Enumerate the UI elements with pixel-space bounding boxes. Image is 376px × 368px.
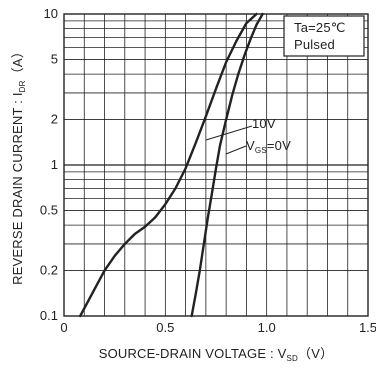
leader-line-vgs0 xyxy=(225,145,247,155)
plot-frame xyxy=(63,13,369,317)
x-tick-label: 0.5 xyxy=(156,320,174,335)
y-axis-label-main: REVERSE DRAIN CURRENT : I xyxy=(10,92,25,285)
legend-line-1: Ta=25℃ xyxy=(294,20,346,35)
tick-labels: 0 0.5 1.0 1.5 0.1 0.2 0.5 1 2 5 10 xyxy=(40,6,376,335)
series-label-vgs0-main: V xyxy=(246,138,255,153)
x-axis-label-unit: （V） xyxy=(298,346,333,361)
x-tick-label: 1.0 xyxy=(258,320,276,335)
leader-line-10v xyxy=(205,125,253,141)
series-line-vgs0 xyxy=(190,12,264,318)
y-tick-label: 10 xyxy=(44,6,58,21)
legend-box: Ta=25℃ Pulsed xyxy=(283,15,365,57)
x-tick-label: 0 xyxy=(60,320,67,335)
series-label-vgs0-tail: =0V xyxy=(267,138,291,153)
series-label-10v: 10V xyxy=(252,116,276,131)
y-tick-label: 0.5 xyxy=(40,202,58,217)
y-tick-label: 0.1 xyxy=(40,308,58,323)
series-layer xyxy=(79,12,264,318)
legend-frame xyxy=(283,15,365,57)
y-tick-label: 5 xyxy=(51,51,58,66)
series-label-10v-main: 10V xyxy=(252,116,276,131)
series-label-vgs0: VGS=0V xyxy=(246,138,291,155)
y-axis-label: REVERSE DRAIN CURRENT : IDR（A） xyxy=(10,45,27,285)
x-tick-label: 1.5 xyxy=(359,320,376,335)
x-axis-label: SOURCE-DRAIN VOLTAGE : VSD（V） xyxy=(99,346,334,363)
y-tick-label: 2 xyxy=(51,112,58,127)
series-line-10v xyxy=(79,12,258,318)
y-tick-label: 1 xyxy=(51,157,58,172)
x-axis-label-sub: SD xyxy=(287,354,299,363)
series-label-vgs0-sub: GS xyxy=(255,146,267,155)
y-tick-label: 0.2 xyxy=(40,263,58,278)
x-axis-label-main: SOURCE-DRAIN VOLTAGE : V xyxy=(99,346,287,361)
y-axis-label-unit: （A） xyxy=(10,45,25,80)
legend-line-2: Pulsed xyxy=(294,37,335,52)
y-axis-label-sub: DR xyxy=(18,80,27,92)
